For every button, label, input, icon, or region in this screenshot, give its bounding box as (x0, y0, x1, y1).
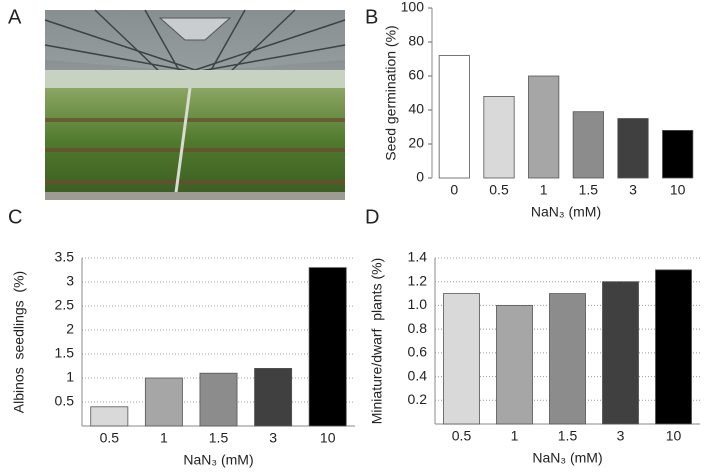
x-tick-label: 0.5 (452, 428, 472, 444)
x-tick-label: 0.5 (489, 182, 509, 198)
y-tick-label: 3.5 (55, 249, 75, 265)
y-tick-label: 20 (408, 135, 424, 151)
bar (496, 305, 533, 425)
bar (549, 293, 586, 425)
bar (602, 281, 639, 425)
bar (144, 377, 183, 427)
y-tick-label: 1.2 (408, 272, 428, 288)
panel-label: A (8, 6, 22, 28)
y-axis-label: Albinos seedlings (%) (11, 271, 27, 413)
y-tick-label: 100 (401, 0, 425, 15)
x-tick-label: 1 (160, 430, 168, 446)
x-tick-label: 1.5 (209, 430, 229, 446)
x-tick-label: 10 (670, 182, 686, 198)
bar (438, 55, 470, 179)
panel-label: D (365, 206, 379, 228)
y-tick-label: 60 (408, 67, 424, 83)
y-tick-label: 1.5 (55, 345, 75, 361)
x-tick-label: 10 (666, 428, 682, 444)
panel-label: C (8, 206, 22, 228)
y-tick-label: 2 (66, 321, 74, 337)
bar (572, 111, 604, 179)
bar (655, 269, 692, 425)
y-tick-label: 0.5 (55, 393, 75, 409)
y-tick-label: 2.5 (55, 297, 75, 313)
y-tick-label: 0.8 (408, 320, 428, 336)
y-tick-label: 40 (408, 101, 424, 117)
x-tick-label: 1 (511, 428, 519, 444)
y-tick-label: 80 (408, 33, 424, 49)
bar (528, 75, 560, 179)
x-tick-label: 3 (617, 428, 625, 444)
bar (662, 129, 694, 179)
x-tick-label: 1.5 (579, 182, 599, 198)
y-tick-label: 1.4 (408, 249, 428, 265)
x-tick-label: 1.5 (558, 428, 578, 444)
bar (443, 293, 480, 425)
y-tick-label: 0.6 (408, 344, 428, 360)
y-tick-label: 0.2 (408, 391, 428, 407)
x-tick-label: 3 (629, 182, 637, 198)
photo (44, 9, 346, 201)
bar (254, 367, 293, 427)
y-tick-label: 1 (66, 369, 74, 385)
y-tick-label: 0.4 (408, 367, 428, 383)
y-tick-label: 3 (66, 273, 74, 289)
x-tick-label: 0 (450, 182, 458, 198)
panel-label: B (365, 6, 378, 28)
bar (617, 118, 649, 179)
bar (90, 406, 129, 427)
y-axis-label: Miniature/dwarf plants (%) (369, 258, 385, 425)
bar (308, 267, 347, 427)
x-axis-label: NaN₃ (mM) (183, 452, 253, 468)
x-tick-label: 0.5 (100, 430, 120, 446)
bar (483, 96, 515, 179)
y-tick-label: 1.0 (408, 296, 428, 312)
y-axis-label: Seed germination (%) (383, 25, 399, 160)
y-tick-label: 0 (416, 169, 424, 185)
x-tick-label: 10 (320, 430, 336, 446)
x-axis-label: NaN₃ (mM) (531, 204, 601, 220)
bar (199, 372, 238, 427)
x-tick-label: 3 (269, 430, 277, 446)
x-axis-label: NaN₃ (mM) (532, 450, 602, 466)
x-tick-label: 1 (540, 182, 548, 198)
